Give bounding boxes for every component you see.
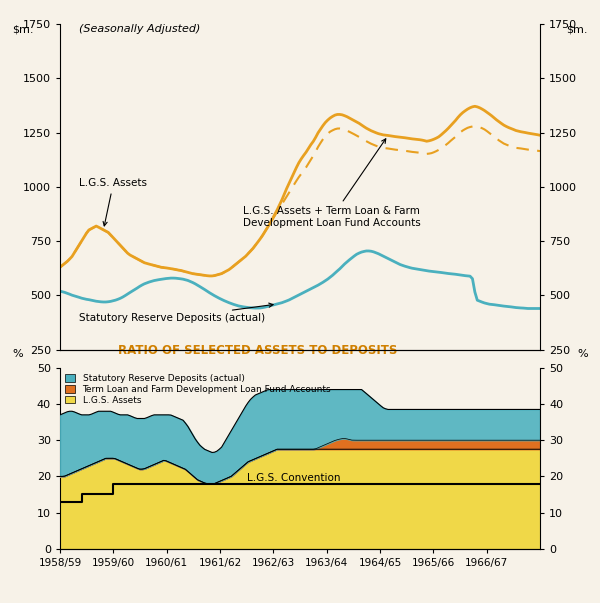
Text: %: % [577,349,588,359]
Text: $m.: $m. [566,24,588,34]
Text: L.G.S. Assets + Term Loan & Farm
Development Loan Fund Accounts: L.G.S. Assets + Term Loan & Farm Develop… [244,139,421,228]
Text: %: % [12,349,23,359]
Legend: Statutory Reserve Deposits (actual), Term Loan and Farm Development Loan Fund Ac: Statutory Reserve Deposits (actual), Ter… [65,374,331,405]
Text: L.G.S. Convention: L.G.S. Convention [247,473,340,484]
Text: L.G.S. Assets: L.G.S. Assets [79,178,147,226]
Text: $m.: $m. [12,24,34,34]
Text: Statutory Reserve Deposits (actual): Statutory Reserve Deposits (actual) [79,303,273,323]
Text: (Seasonally Adjusted): (Seasonally Adjusted) [79,24,200,34]
Text: RATIO OF SELECTED ASSETS TO DEPOSITS: RATIO OF SELECTED ASSETS TO DEPOSITS [118,344,397,357]
